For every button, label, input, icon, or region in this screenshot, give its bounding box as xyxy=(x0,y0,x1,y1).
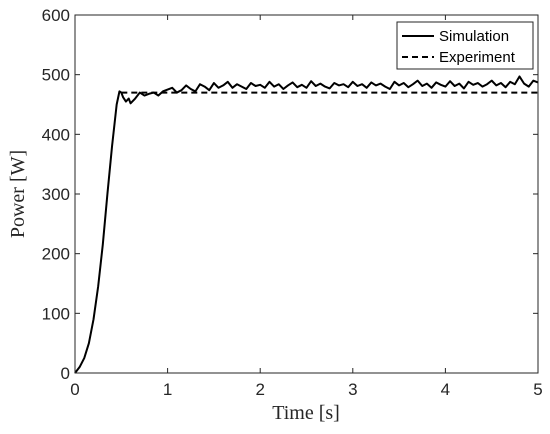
x-tick-label: 2 xyxy=(255,380,264,399)
y-tick-label: 400 xyxy=(42,125,70,144)
y-tick-label: 500 xyxy=(42,66,70,85)
x-tick-label: 3 xyxy=(348,380,357,399)
y-tick-label: 300 xyxy=(42,185,70,204)
x-tick-label: 1 xyxy=(163,380,172,399)
plot-lines xyxy=(74,75,539,374)
legend: Simulation Experiment xyxy=(396,21,534,70)
y-axis-label: Power [W] xyxy=(7,150,29,238)
legend-simulation-label: Simulation xyxy=(439,28,509,45)
x-tick-label: 4 xyxy=(441,380,450,399)
legend-box xyxy=(396,21,534,70)
plot-frame xyxy=(74,14,539,374)
y-tick-label: 200 xyxy=(42,245,70,264)
x-tick-label: 0 xyxy=(70,380,79,399)
x-axis-ticks: 0 1 2 3 4 5 xyxy=(70,15,543,399)
x-axis-label: Time [s] xyxy=(272,402,340,424)
legend-experiment-label: Experiment xyxy=(439,49,516,66)
y-axis-ticks: 0 100 200 300 400 500 600 xyxy=(42,6,538,383)
y-tick-label: 600 xyxy=(42,6,70,25)
series-line-simulation xyxy=(74,75,539,374)
y-tick-label: 100 xyxy=(42,304,70,323)
x-tick-label: 5 xyxy=(533,380,542,399)
y-tick-label: 0 xyxy=(61,364,70,383)
